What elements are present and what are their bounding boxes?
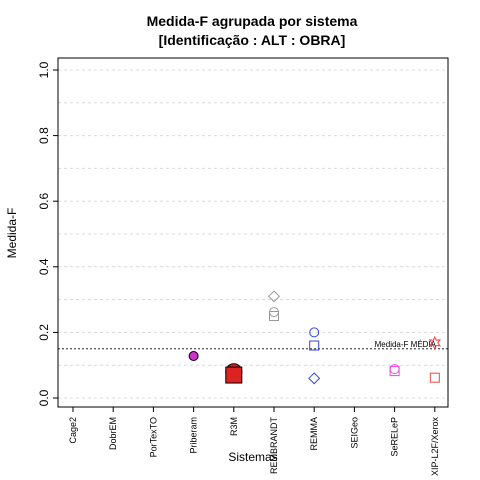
plot-frame (57, 57, 449, 408)
x-tick-label: XIP-L2F/Xerox (430, 417, 440, 477)
chart-subtitle: [Identificação : ALT : OBRA] (159, 32, 346, 48)
point-square (225, 366, 243, 384)
point-circle (269, 307, 279, 318)
y-tick-label: 0.2 (37, 324, 51, 341)
chart-title: Medida-F agrupada por sistema (147, 13, 358, 29)
y-axis-label: Medida-F (5, 208, 19, 259)
data-points (188, 290, 442, 385)
point-circle (389, 364, 400, 375)
x-tick-label: SEIGeo (349, 417, 359, 449)
point-square (309, 340, 320, 351)
point-circle (188, 351, 199, 362)
axes: 0.0 0.2 0.4 0.6 0.8 1.0 Cage2 DobrEM PorTexTO Pri… (37, 61, 440, 476)
reference-line-label: Medida-F MÉDIA (375, 340, 437, 349)
point-square (389, 366, 400, 377)
reference-line-group: Medida-F MÉDIA (58, 340, 448, 350)
x-tick-label: Cage2 (68, 417, 78, 444)
x-tick-label: R3M (229, 417, 239, 436)
grid-lines (58, 69, 448, 399)
x-tick-label: PorTexTO (148, 417, 158, 457)
point-circle (309, 327, 320, 338)
x-tick-label: REMBRANDT (269, 417, 279, 475)
x-tick-label: DobrEM (108, 417, 118, 450)
x-tick-label: SeRELeP (390, 417, 400, 457)
point-square (269, 311, 279, 321)
y-tick-label: 1.0 (37, 61, 51, 78)
point-square (429, 372, 440, 383)
point-diamond (267, 290, 281, 303)
y-tick-label: 0.8 (37, 127, 51, 144)
y-tick-label: 0.4 (37, 258, 51, 275)
x-axis-label: Sistemas (228, 450, 277, 464)
x-tick-label: REMMA (309, 417, 319, 451)
point-diamond (308, 372, 321, 385)
x-tick-label: Priberam (189, 417, 199, 454)
y-tick-label: 0.6 (37, 193, 51, 210)
y-tick-label: 0.0 (37, 389, 51, 406)
point-star (428, 335, 442, 351)
